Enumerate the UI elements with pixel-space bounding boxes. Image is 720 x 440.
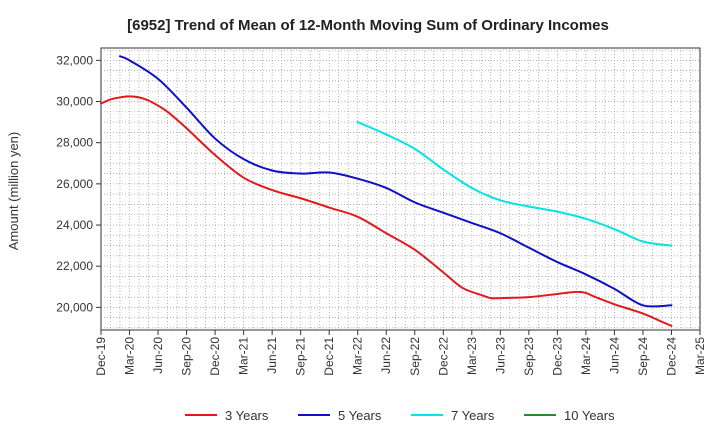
x-tick-label: Dec-24 [665, 337, 679, 376]
x-tick-label: Mar-22 [351, 337, 365, 375]
series-line-7-years [356, 121, 673, 247]
y-tick-label: 26,000 [56, 177, 93, 191]
y-axis: 20,000 22,000 24,000 26,000 28,000 30,000 32,0… [56, 53, 101, 314]
y-axis-label: Amount (million yen) [6, 132, 21, 251]
x-tick-label: Sep-21 [294, 337, 308, 376]
x-tick-label: Dec-20 [208, 337, 222, 376]
x-tick-label: Dec-23 [550, 337, 564, 376]
series-line-3-years [100, 95, 673, 327]
x-tick-label: Jun-22 [379, 337, 393, 374]
x-axis: Dec-19 Mar-20 Jun-20 Sep-20 Dec-20 Mar-21 Jun-… [94, 330, 707, 376]
legend: 3 Years 5 Years 7 Years 10 Years [185, 408, 615, 423]
x-tick-label: Jun-21 [265, 337, 279, 374]
x-tick-label: Sep-24 [636, 337, 650, 376]
x-tick-label: Sep-20 [180, 337, 194, 376]
x-tick-label: Jun-23 [493, 337, 507, 374]
x-tick-label: Mar-25 [693, 337, 707, 375]
x-tick-label: Mar-24 [579, 337, 593, 375]
y-tick-label: 28,000 [56, 136, 93, 150]
x-tick-label: Dec-21 [322, 337, 336, 376]
legend-label-3-years: 3 Years [225, 408, 269, 423]
grid [101, 48, 700, 330]
y-tick-label: 30,000 [56, 95, 93, 109]
plot-area [100, 47, 701, 331]
legend-label-7-years: 7 Years [451, 408, 495, 423]
x-tick-label: Mar-21 [237, 337, 251, 375]
y-tick-label: 24,000 [56, 218, 93, 232]
x-tick-label: Mar-23 [465, 337, 479, 375]
x-tick-label: Jun-24 [607, 337, 621, 374]
x-tick-label: Sep-23 [522, 337, 536, 376]
y-tick-label: 22,000 [56, 259, 93, 273]
legend-label-10-years: 10 Years [564, 408, 615, 423]
x-tick-label: Mar-20 [123, 337, 137, 375]
chart-title: [6952] Trend of Mean of 12-Month Moving … [127, 17, 609, 34]
x-tick-label: Sep-22 [408, 337, 422, 376]
x-tick-label: Dec-19 [94, 337, 108, 376]
x-tick-label: Dec-22 [436, 337, 450, 376]
legend-label-5-years: 5 Years [338, 408, 382, 423]
y-tick-label: 20,000 [56, 300, 93, 314]
series-group [100, 55, 673, 327]
y-tick-label: 32,000 [56, 53, 93, 67]
series-line-5-years [119, 55, 673, 308]
x-tick-label: Jun-20 [151, 337, 165, 374]
